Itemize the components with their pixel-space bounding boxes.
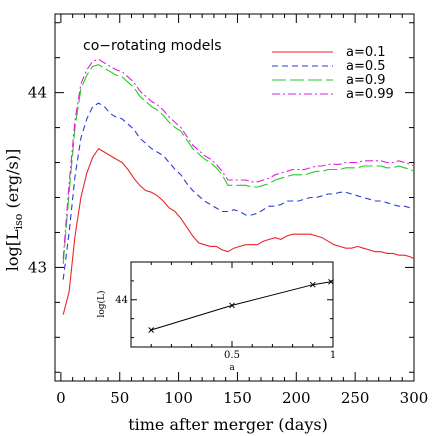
inset-point-marker: [309, 281, 316, 288]
y-axis-title: log[Liso (erg/s)]: [3, 149, 25, 271]
inset-point-marker: [328, 278, 334, 285]
series-line-a09: [62, 64, 415, 264]
inset-series-line: [151, 281, 332, 331]
inset-x-tick-label: 1: [330, 350, 336, 361]
series-line-a05: [62, 102, 415, 280]
inset-point-marker: [229, 302, 235, 309]
inset-x-axis-title: a: [229, 363, 235, 373]
y-axis-title-subscript: iso: [12, 213, 25, 229]
legend-label: a=0.1: [346, 45, 386, 60]
model-annotation: co−rotating models: [83, 38, 222, 54]
inset-point-marker: [148, 327, 155, 333]
y-axis-title-suffix: (erg/s)]: [3, 149, 22, 214]
x-tick-label: 100: [164, 389, 193, 407]
x-tick-label: 50: [110, 389, 129, 407]
legend-label: a=0.9: [346, 73, 386, 88]
inset-y-axis-title: log(L): [96, 290, 107, 317]
y-axis-title-prefix: log[L: [3, 229, 22, 271]
x-tick-label: 0: [56, 389, 66, 407]
x-axis-title: time after merger (days): [128, 415, 328, 434]
x-tick-label: 150: [223, 389, 252, 407]
y-tick-label: 43: [28, 258, 47, 276]
legend-label: a=0.5: [346, 59, 386, 74]
y-tick-label: 44: [28, 84, 47, 102]
inset-background: [130, 261, 334, 348]
main-axis-ticks: 0 50 100 150 200 250 300 43 44: [28, 14, 428, 407]
inset-y-tick-label: 44: [115, 295, 128, 306]
main-series-group: [62, 58, 415, 315]
legend-label: a=0.99: [346, 87, 394, 102]
x-tick-label: 300: [400, 389, 429, 407]
legend: a=0.1a=0.5a=0.9a=0.99: [272, 45, 394, 102]
x-tick-label: 250: [341, 389, 370, 407]
inset-x-tick-label: 0.5: [224, 350, 240, 361]
inset-series-group: [148, 278, 334, 333]
series-line-a01: [62, 147, 415, 315]
inset-axis-ticks: 0.5 1 44: [115, 261, 336, 361]
x-tick-label: 200: [282, 389, 311, 407]
